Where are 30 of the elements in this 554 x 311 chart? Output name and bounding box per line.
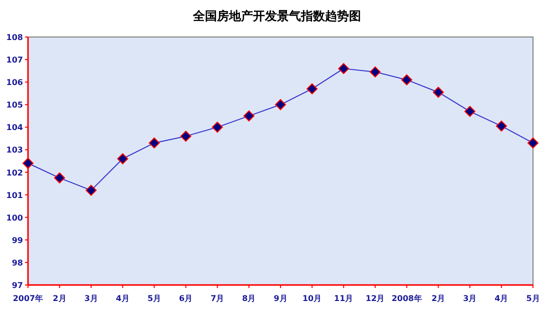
x-tick-label: 6月 (179, 294, 193, 303)
x-tick-label: 2007年 (12, 294, 44, 303)
x-tick-label: 2月 (432, 294, 446, 303)
x-tick-label: 11月 (334, 294, 354, 303)
y-tick-label: 105 (6, 100, 24, 110)
y-tick-label: 101 (6, 190, 24, 200)
x-tick-label: 4月 (494, 294, 508, 303)
x-tick-label: 4月 (116, 294, 130, 303)
x-tick-label: 7月 (210, 294, 224, 303)
x-tick-label: 9月 (274, 294, 288, 303)
x-tick-label: 10月 (302, 294, 322, 303)
x-tick-label: 3月 (84, 294, 98, 303)
y-tick-label: 106 (6, 78, 24, 88)
x-tick-label: 12月 (366, 294, 385, 303)
y-tick-label: 104 (6, 123, 24, 132)
x-tick-label: 5月 (147, 294, 162, 303)
y-tick-label: 99 (12, 236, 24, 245)
y-tick-label: 102 (6, 168, 23, 178)
x-tick-label: 3月 (463, 294, 477, 303)
x-tick-label: 5月 (526, 294, 540, 303)
y-tick-label: 100 (6, 213, 24, 222)
y-tick-label: 107 (6, 56, 23, 65)
y-tick-label: 97 (12, 281, 23, 290)
chart-title: 全国房地产开发景气指数趋势图 (192, 9, 361, 23)
x-tick-label: 8月 (242, 294, 256, 303)
y-tick-label: 108 (6, 33, 24, 42)
x-tick-label: 2008年 (392, 294, 422, 303)
y-tick-label: 103 (6, 146, 23, 155)
y-tick-label: 98 (12, 258, 24, 268)
x-tick-label: 2月 (52, 294, 66, 303)
